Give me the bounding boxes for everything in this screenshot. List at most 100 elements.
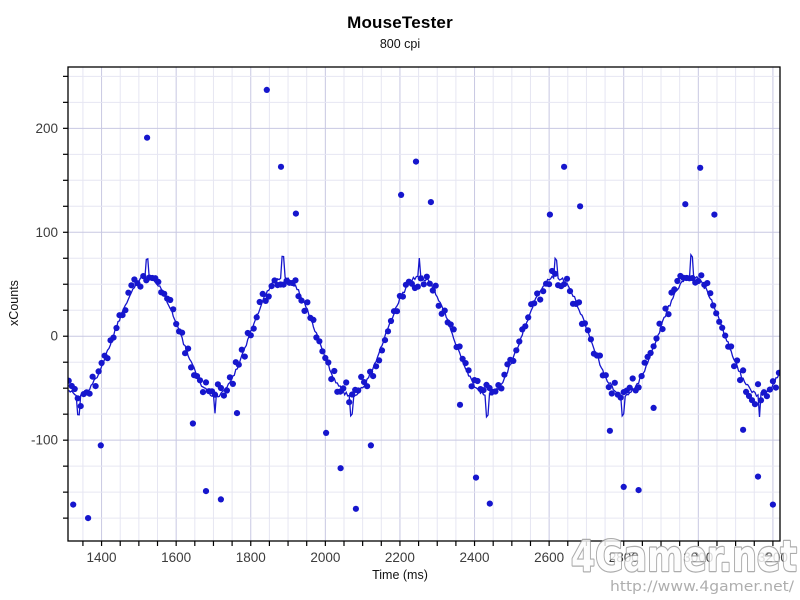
x-tick-label: 2000 xyxy=(310,550,340,565)
watermark-brand-text: 4Gamer.net xyxy=(571,532,797,582)
data-point xyxy=(226,374,233,381)
data-point xyxy=(662,305,669,312)
data-point xyxy=(71,385,78,393)
watermark: 4Gamer.net http://www.4gamer.net/ xyxy=(570,531,798,595)
data-point xyxy=(546,281,553,288)
data-point xyxy=(355,387,362,394)
data-point xyxy=(751,401,759,408)
data-point xyxy=(563,275,571,282)
data-point xyxy=(456,401,464,408)
x-tick-label: 1600 xyxy=(161,550,191,565)
data-point xyxy=(137,283,144,290)
data-point xyxy=(450,326,457,333)
data-point xyxy=(202,488,210,495)
data-point xyxy=(695,277,702,285)
chart-title: MouseTester xyxy=(347,13,453,32)
data-point xyxy=(635,384,642,391)
data-point xyxy=(710,302,717,309)
data-point xyxy=(399,293,406,300)
data-point xyxy=(238,346,245,353)
data-point xyxy=(179,329,186,336)
data-point xyxy=(540,288,547,295)
data-point xyxy=(323,429,330,436)
data-point xyxy=(757,397,765,404)
data-point xyxy=(211,391,219,398)
data-point xyxy=(85,515,92,522)
x-tick-label: 2400 xyxy=(460,550,490,565)
data-point xyxy=(772,384,780,391)
data-point xyxy=(423,273,430,280)
data-layer xyxy=(68,86,780,522)
data-point xyxy=(468,383,475,390)
data-point xyxy=(358,373,365,380)
data-point xyxy=(728,343,735,350)
y-axis-title: xCounts xyxy=(7,280,21,326)
data-point xyxy=(259,290,266,297)
data-point xyxy=(704,280,711,287)
data-point xyxy=(199,389,207,396)
data-point xyxy=(301,307,308,314)
data-point xyxy=(292,210,299,217)
data-point xyxy=(337,465,344,472)
data-point xyxy=(653,335,660,342)
data-point xyxy=(188,364,195,371)
data-point xyxy=(128,282,135,289)
data-point xyxy=(373,363,380,370)
data-point xyxy=(620,483,627,490)
data-point xyxy=(220,392,227,399)
data-point xyxy=(295,293,302,300)
x-tick-label: 2600 xyxy=(534,550,564,565)
plot-border xyxy=(67,66,781,542)
data-point xyxy=(608,390,615,397)
data-point xyxy=(659,326,666,333)
data-point xyxy=(271,277,278,284)
data-point xyxy=(546,211,554,218)
data-point xyxy=(698,272,705,279)
data-point xyxy=(682,201,689,208)
data-point xyxy=(263,86,270,93)
x-tick-label: 2200 xyxy=(385,550,415,565)
data-point xyxy=(110,334,117,341)
data-point xyxy=(144,134,151,141)
data-point xyxy=(665,311,672,318)
data-point xyxy=(516,338,523,345)
data-point xyxy=(331,367,338,375)
data-point xyxy=(384,328,392,335)
data-point xyxy=(265,293,272,300)
data-point xyxy=(74,395,81,402)
data-point xyxy=(95,368,102,375)
data-point xyxy=(113,324,120,332)
y-tick-label: 0 xyxy=(50,329,58,344)
data-point xyxy=(501,371,508,378)
data-point xyxy=(92,383,99,390)
watermark-url-text: http://www.4gamer.net/ xyxy=(610,579,794,595)
y-tick-label: 200 xyxy=(35,121,58,136)
data-point xyxy=(89,373,96,380)
data-point xyxy=(492,388,499,395)
data-point xyxy=(182,350,189,357)
data-point xyxy=(713,310,720,317)
data-point xyxy=(584,327,592,334)
data-point xyxy=(432,282,439,289)
data-point xyxy=(566,288,574,295)
data-point xyxy=(119,312,126,319)
data-point xyxy=(575,299,583,306)
data-point xyxy=(167,296,174,304)
data-point xyxy=(441,307,448,314)
data-point xyxy=(611,379,618,386)
data-point xyxy=(656,320,663,327)
data-point xyxy=(740,367,747,374)
data-point xyxy=(343,379,350,386)
data-point xyxy=(256,298,263,306)
data-point xyxy=(734,357,741,364)
data-point xyxy=(304,299,311,306)
data-point xyxy=(647,349,654,357)
data-point xyxy=(319,348,326,355)
data-point xyxy=(250,325,257,332)
data-point xyxy=(97,442,104,449)
data-point xyxy=(104,355,111,362)
data-point xyxy=(525,314,532,321)
data-point xyxy=(617,394,624,401)
data-point xyxy=(740,426,747,433)
data-point xyxy=(561,281,568,288)
